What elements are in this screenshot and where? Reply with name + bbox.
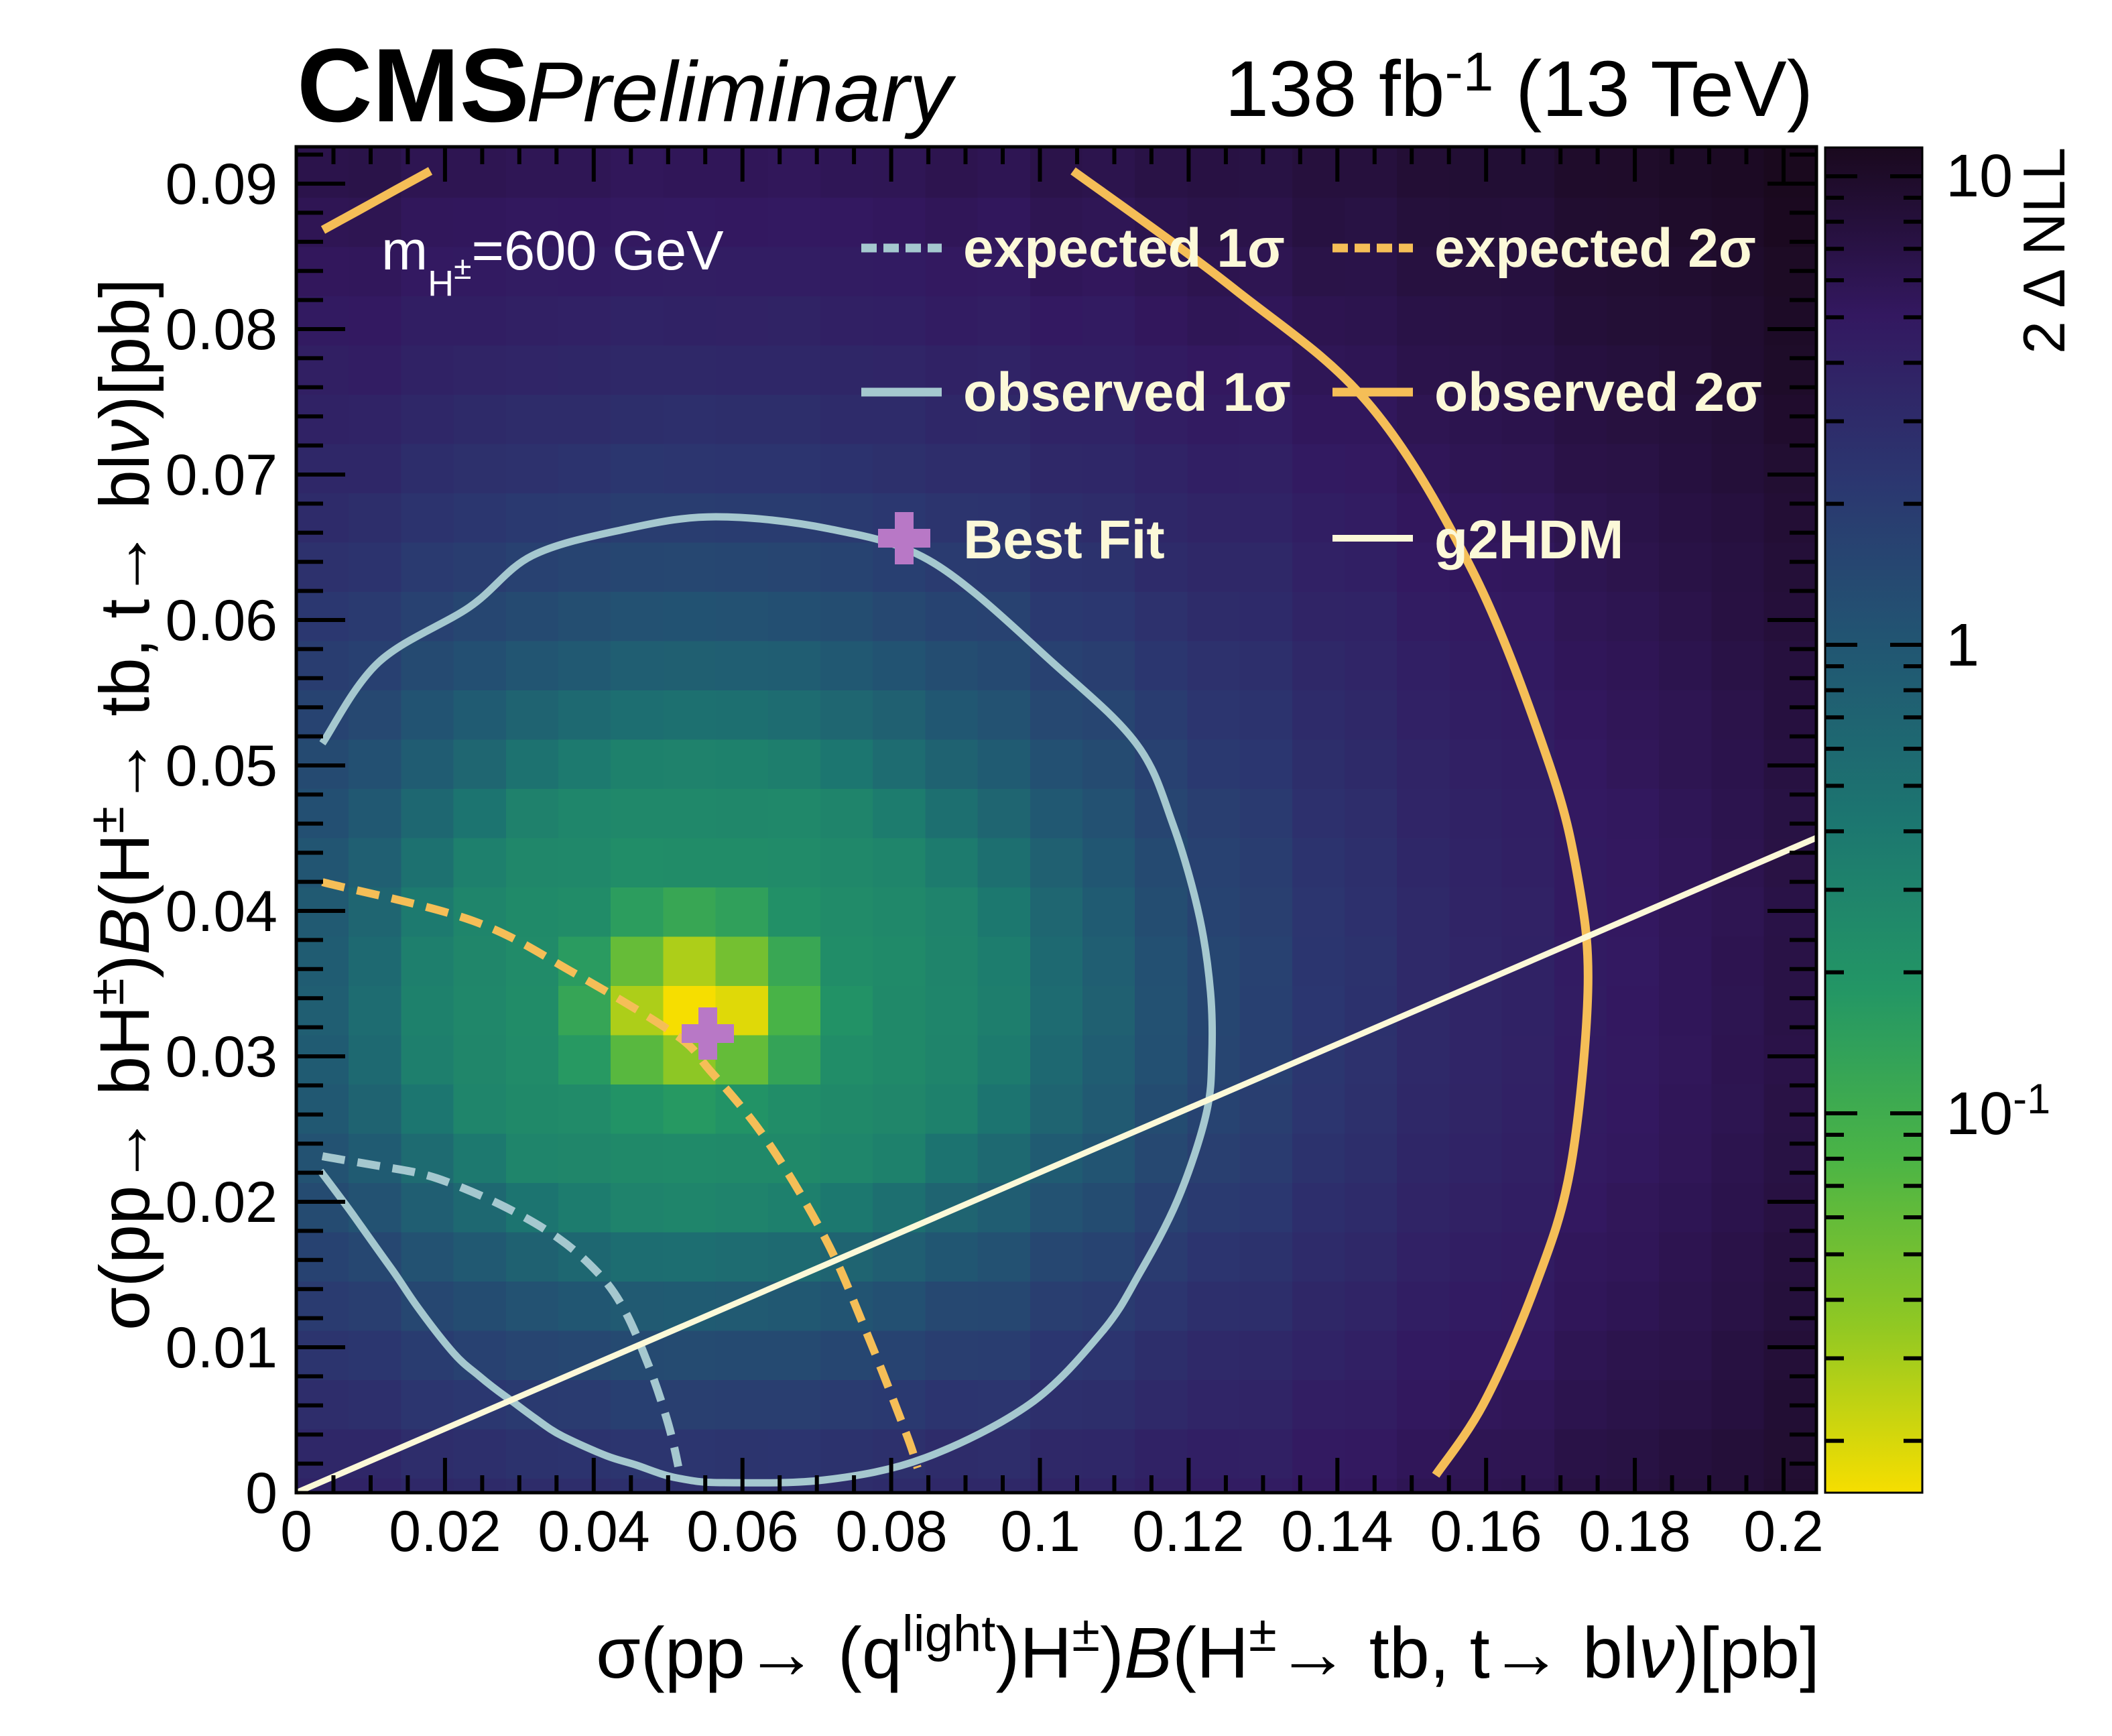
svg-text:0.04: 0.04 bbox=[166, 879, 277, 944]
svg-text:0.03: 0.03 bbox=[166, 1025, 277, 1089]
svg-text:0.12: 0.12 bbox=[1132, 1499, 1244, 1564]
svg-text:0.06: 0.06 bbox=[166, 588, 277, 653]
svg-text:g2HDM: g2HDM bbox=[1434, 509, 1623, 570]
svg-text:observed 2σ: observed 2σ bbox=[1434, 362, 1762, 423]
svg-text:Preliminary: Preliminary bbox=[526, 44, 956, 139]
svg-text:σ(pp→ (qlight)H±)B(H±→ tb, t→: σ(pp→ (qlight)H±)B(H±→ tb, t→ blν)[pb] bbox=[596, 1605, 1820, 1693]
svg-text:CMS: CMS bbox=[297, 27, 530, 144]
svg-text:observed 1σ: observed 1σ bbox=[963, 362, 1291, 423]
svg-text:0.06: 0.06 bbox=[686, 1499, 798, 1564]
svg-text:0.1: 0.1 bbox=[1000, 1499, 1080, 1564]
svg-text:0.02: 0.02 bbox=[166, 1170, 277, 1235]
svg-text:0.08: 0.08 bbox=[166, 298, 277, 362]
svg-text:0.04: 0.04 bbox=[538, 1499, 649, 1564]
svg-text:0.02: 0.02 bbox=[389, 1499, 501, 1564]
svg-text:0.09: 0.09 bbox=[166, 152, 277, 216]
svg-text:Best Fit: Best Fit bbox=[963, 509, 1165, 570]
svg-text:0.01: 0.01 bbox=[166, 1316, 277, 1380]
svg-text:0.08: 0.08 bbox=[835, 1499, 947, 1564]
svg-text:0.2: 0.2 bbox=[1743, 1499, 1824, 1564]
svg-text:expected 2σ: expected 2σ bbox=[1434, 218, 1756, 279]
svg-text:σ(pp→ bH±)B(H±→ tb, t→ blν)[pb: σ(pp→ bH±)B(H±→ tb, t→ blν)[pb] bbox=[78, 278, 164, 1330]
svg-text:0.18: 0.18 bbox=[1578, 1499, 1690, 1564]
svg-text:1: 1 bbox=[1946, 612, 1979, 679]
svg-text:0.05: 0.05 bbox=[166, 734, 277, 798]
svg-text:10: 10 bbox=[1946, 143, 2013, 210]
svg-text:0.07: 0.07 bbox=[166, 443, 277, 507]
svg-text:expected 1σ: expected 1σ bbox=[963, 218, 1285, 279]
svg-text:0: 0 bbox=[245, 1461, 277, 1526]
svg-text:0.14: 0.14 bbox=[1281, 1499, 1393, 1564]
svg-text:138 fb-1 (13 TeV): 138 fb-1 (13 TeV) bbox=[1225, 42, 1813, 133]
svg-text:0.16: 0.16 bbox=[1430, 1499, 1542, 1564]
svg-text:2 Δ NLL: 2 Δ NLL bbox=[2011, 147, 2077, 354]
svg-text:0: 0 bbox=[280, 1499, 312, 1564]
